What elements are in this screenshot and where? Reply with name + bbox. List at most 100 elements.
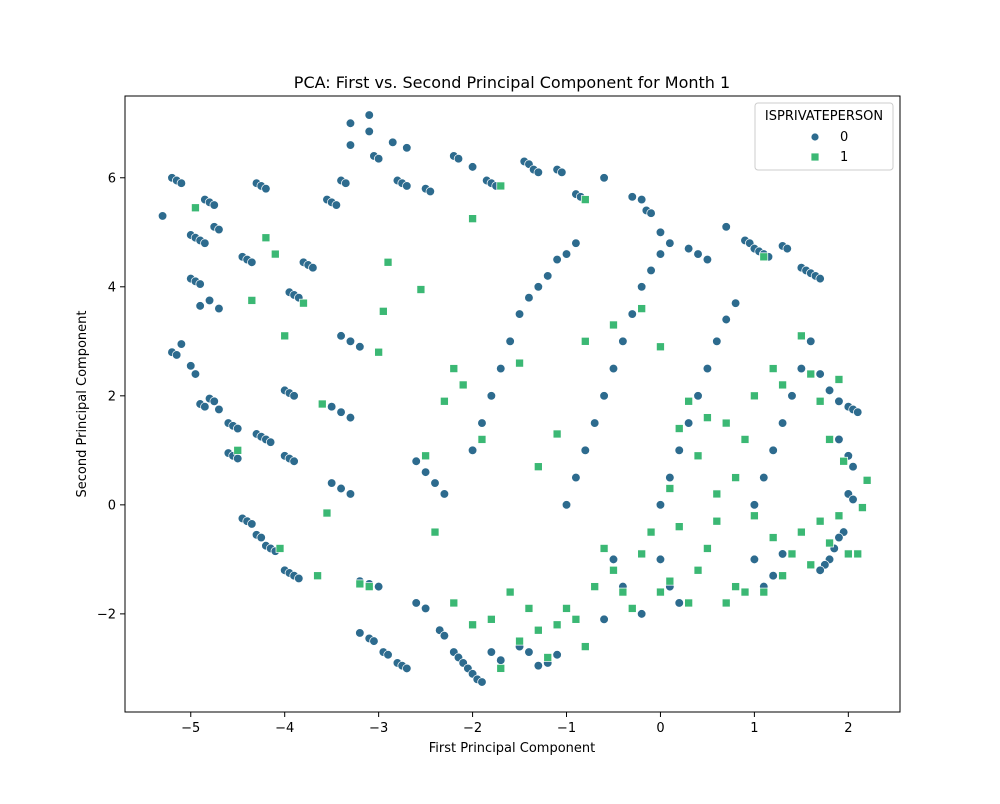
- data-point-circle: [157, 211, 168, 221]
- data-point-circle: [834, 396, 844, 406]
- data-point-square: [364, 582, 374, 591]
- data-point-square: [825, 435, 834, 444]
- data-point-square: [759, 252, 769, 262]
- data-point-square: [458, 380, 468, 390]
- data-point-circle: [608, 554, 619, 565]
- data-point-square: [355, 579, 365, 589]
- data-point-square: [233, 445, 243, 455]
- data-point-circle: [782, 243, 792, 254]
- data-point-circle: [655, 554, 666, 565]
- data-point-square: [656, 587, 665, 597]
- data-point-circle: [646, 265, 656, 276]
- data-point-circle: [439, 489, 450, 499]
- data-point-circle: [341, 178, 351, 188]
- data-point-circle: [848, 494, 858, 505]
- data-point-circle: [674, 598, 684, 608]
- data-point-circle: [467, 162, 478, 172]
- y-tick-label: 6: [108, 171, 116, 186]
- data-point-circle: [665, 472, 675, 483]
- series-1: [191, 181, 872, 673]
- data-point-circle: [561, 500, 572, 510]
- data-point-circle: [543, 271, 553, 281]
- data-point-circle: [759, 472, 769, 483]
- data-point-circle: [439, 631, 450, 641]
- data-point-square: [374, 347, 383, 357]
- data-point-square: [684, 396, 693, 406]
- data-point-circle: [712, 336, 722, 346]
- data-point-square: [552, 620, 562, 630]
- data-point-circle: [514, 309, 525, 319]
- data-point-square: [721, 598, 731, 608]
- data-point-square: [571, 614, 581, 624]
- data-point-square: [787, 549, 797, 559]
- data-point-square: [515, 636, 524, 646]
- y-tick-label: −2: [97, 607, 116, 622]
- data-point-circle: [693, 249, 703, 259]
- data-point-circle: [467, 445, 478, 455]
- data-point-circle: [411, 456, 421, 466]
- data-point-circle: [637, 609, 647, 619]
- data-point-circle: [486, 391, 497, 401]
- data-point-circle: [294, 573, 304, 584]
- data-point-square: [858, 503, 867, 512]
- data-point-square: [609, 320, 618, 330]
- data-point-circle: [209, 200, 219, 210]
- data-point-circle: [420, 603, 431, 614]
- data-point-circle: [721, 314, 731, 325]
- data-point-square: [778, 380, 787, 390]
- data-point-circle: [524, 293, 534, 303]
- data-point-circle: [186, 361, 196, 371]
- data-point-square: [797, 331, 806, 341]
- data-point-square: [440, 396, 449, 406]
- y-axis-ticks: −2 0 2 4 6: [97, 171, 125, 622]
- data-point-circle: [655, 249, 666, 259]
- data-point-square: [618, 587, 628, 597]
- data-point-square: [825, 538, 834, 548]
- data-point-circle: [815, 273, 825, 284]
- data-point-square: [815, 396, 825, 406]
- data-point-circle: [552, 254, 562, 265]
- data-point-circle: [848, 462, 858, 472]
- data-point-circle: [256, 532, 266, 543]
- data-point-circle: [336, 483, 346, 494]
- data-point-circle: [768, 571, 778, 581]
- legend-label-0: 0: [840, 130, 848, 145]
- data-point-circle: [364, 110, 374, 120]
- data-point-circle: [533, 661, 543, 671]
- data-point-circle: [683, 243, 694, 254]
- data-point-circle: [599, 391, 609, 401]
- data-point-circle: [580, 445, 590, 455]
- data-point-circle: [430, 478, 440, 488]
- data-point-square: [299, 298, 308, 308]
- data-point-circle: [608, 363, 619, 374]
- data-point-square: [533, 625, 543, 635]
- data-point-square: [712, 516, 722, 526]
- y-tick-label: 4: [108, 280, 116, 295]
- data-point-square: [496, 664, 506, 673]
- data-point-square: [815, 516, 825, 526]
- data-point-circle: [787, 391, 797, 401]
- data-point-square: [768, 533, 778, 542]
- data-point-circle: [599, 173, 609, 183]
- data-point-circle: [345, 118, 356, 128]
- x-tick-label: −5: [181, 721, 200, 736]
- data-point-circle: [355, 628, 365, 638]
- data-point-circle: [176, 339, 187, 349]
- data-point-square: [317, 399, 327, 409]
- data-point-circle: [265, 437, 276, 447]
- data-point-square: [665, 484, 675, 493]
- data-point-square: [843, 549, 853, 559]
- points-layer: [157, 110, 872, 687]
- data-point-circle: [655, 500, 666, 510]
- data-point-circle: [627, 192, 637, 202]
- data-point-circle: [331, 200, 342, 210]
- data-point-square: [674, 522, 684, 532]
- data-point-square: [834, 375, 844, 384]
- data-point-circle: [355, 342, 365, 352]
- data-point-square: [449, 598, 459, 608]
- data-point-square: [637, 304, 647, 313]
- data-point-circle: [590, 418, 600, 428]
- data-point-circle: [749, 500, 760, 510]
- data-point-circle: [369, 636, 379, 646]
- x-tick-label: −1: [557, 721, 576, 736]
